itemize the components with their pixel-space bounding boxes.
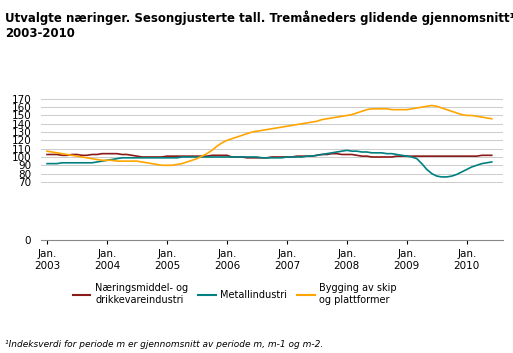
- Legend: Næringsmiddel- og
drikkevareindustri, Metallindustri, Bygging av skip
og plattfo: Næringsmiddel- og drikkevareindustri, Me…: [69, 279, 401, 309]
- Text: Utvalgte næringer. Sesongjusterte tall. Tremåneders glidende gjennomsnitt¹.
2003: Utvalgte næringer. Sesongjusterte tall. …: [5, 11, 513, 40]
- Text: ¹Indeksverdi for periode m er gjennomsnitt av periode m, m-1 og m-2.: ¹Indeksverdi for periode m er gjennomsni…: [5, 341, 323, 349]
